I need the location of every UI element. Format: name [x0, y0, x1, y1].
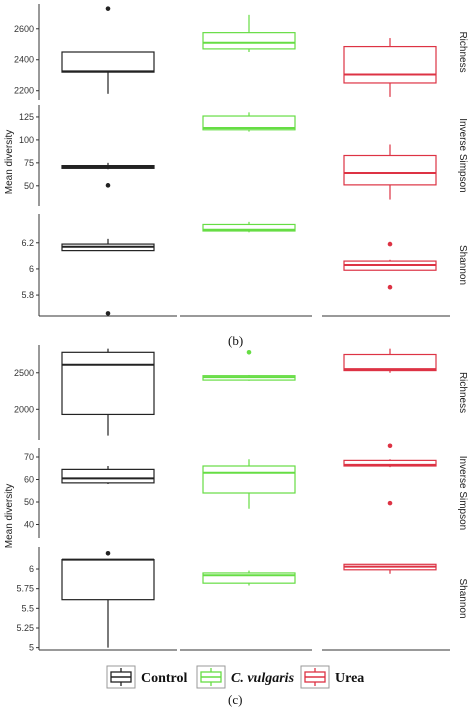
box-iqr [61, 351, 155, 416]
y-tick-label: 2200 [14, 86, 34, 96]
box-iqr [202, 465, 296, 494]
facet-strip-label: Shannon [457, 245, 468, 285]
y-tick-label: 5.75 [16, 584, 34, 594]
box-iqr [202, 115, 296, 131]
box-control [61, 466, 155, 484]
facet-shannon: 5.8 6 6.2 Shannon [21, 214, 468, 316]
outlier-point [387, 443, 393, 449]
legend-label-urea: Urea [335, 671, 364, 686]
y-tick-label: 5.8 [21, 290, 34, 300]
box-urea [343, 563, 437, 574]
box-c-vulgaris [202, 570, 296, 586]
outlier-point [387, 241, 393, 247]
y-tick-label: 2500 [14, 368, 34, 378]
box-iqr [202, 572, 296, 584]
box-c-vulgaris [202, 459, 296, 509]
y-tick-label: 100 [19, 135, 34, 145]
y-tick-label: 5.25 [16, 623, 34, 633]
y-tick-label: 60 [24, 475, 34, 485]
box-urea [343, 443, 437, 506]
panel-b: Mean diversity 2200 2400 2600 Richness 50 75 10… [4, 4, 468, 317]
box-c-vulgaris [202, 14, 296, 52]
box-urea [343, 241, 437, 290]
legend-item-control: Control [106, 665, 188, 689]
facet-strip-label: Richness [457, 372, 468, 413]
y-tick-label: 2000 [14, 404, 34, 414]
outlier-point [105, 6, 111, 11]
box-iqr [343, 353, 437, 372]
box-urea [343, 348, 437, 373]
y-tick-label: 6 [29, 264, 34, 274]
box-iqr [343, 154, 437, 186]
panel-c: Mean diversity 2000 2500 Richness 40 50 60 70 In… [4, 345, 468, 653]
y-tick-label: 75 [24, 158, 34, 168]
y-axis-label: Mean diversity [4, 130, 15, 194]
box-iqr [202, 32, 296, 50]
y-tick-label: 6.2 [21, 238, 34, 248]
box-c-vulgaris [202, 350, 296, 381]
y-tick-label: 5.5 [21, 603, 34, 613]
box-control [61, 348, 155, 436]
y-tick-label: 70 [24, 452, 34, 462]
box-c-vulgaris [202, 112, 296, 132]
outlier-point [105, 550, 111, 556]
box-iqr [61, 468, 155, 484]
box-iqr [202, 223, 296, 232]
facet-richness: 2000 2500 Richness [14, 345, 468, 440]
box-iqr [61, 51, 155, 73]
y-tick-label: 125 [19, 112, 34, 122]
caption-c: (c) [228, 692, 242, 707]
y-tick-label: 50 [24, 497, 34, 507]
panels: Mean diversity 2200 2400 2600 Richness 50 75 10… [4, 4, 468, 653]
box-iqr [343, 459, 437, 467]
legend-item-c-vulgaris: C. vulgaris [196, 665, 295, 689]
facet-strip-label: Inverse Simpson [457, 456, 468, 530]
y-tick-label: 40 [24, 520, 34, 530]
y-tick-label: 2400 [14, 55, 34, 65]
outlier-point [387, 284, 393, 290]
box-c-vulgaris [202, 221, 296, 233]
outlier-point [105, 311, 111, 316]
box-control [61, 550, 155, 648]
box-urea [343, 144, 437, 200]
legend: Control C. vulgaris Urea [106, 665, 364, 689]
box-control [61, 238, 155, 316]
facet-richness: 2200 2400 2600 Richness [14, 4, 468, 100]
caption-b: (b) [228, 333, 243, 348]
box-iqr [343, 45, 437, 84]
facet-inverse-simpson: 40 50 60 70 Inverse Simpson [24, 443, 468, 538]
box-urea [343, 38, 437, 97]
facet-strip-label: Inverse Simpson [457, 118, 468, 192]
box-iqr [61, 558, 155, 601]
facet-strip-label: Richness [457, 31, 468, 72]
outlier-point [387, 500, 393, 506]
box-control [61, 6, 155, 94]
y-tick-label: 5 [29, 643, 34, 653]
y-tick-label: 2600 [14, 24, 34, 34]
outlier-point [105, 183, 111, 188]
facet-shannon: 5 5.25 5.5 5.75 6 Shannon [16, 547, 468, 653]
legend-label-c-vulgaris: C. vulgaris [231, 671, 295, 686]
facet-inverse-simpson: 50 75 100 125 Inverse Simpson [19, 105, 468, 206]
y-axis-label: Mean diversity [4, 484, 15, 548]
y-tick-label: 6 [29, 564, 34, 574]
facet-strip-label: Shannon [457, 578, 468, 618]
box-control [61, 162, 155, 188]
legend-label-control: Control [141, 671, 188, 686]
y-tick-label: 50 [24, 181, 34, 191]
legend-item-urea: Urea [300, 665, 364, 689]
outlier-point [246, 350, 252, 355]
